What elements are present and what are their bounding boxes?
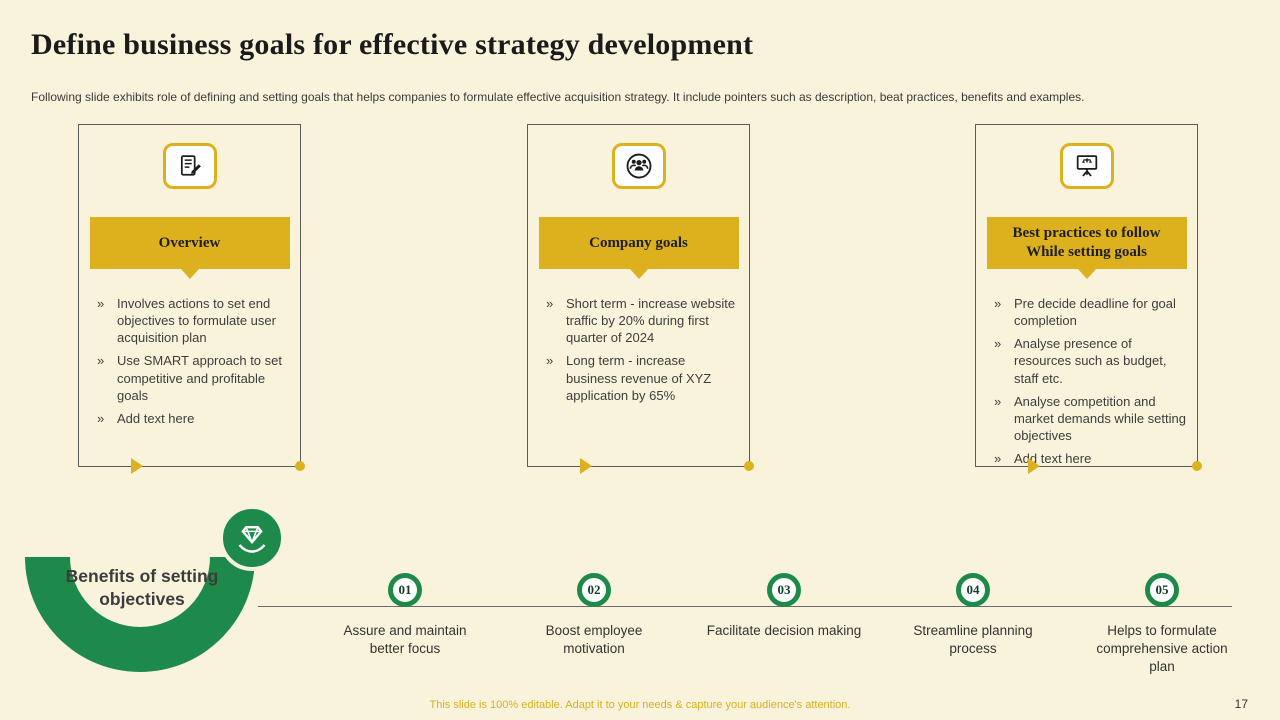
corner-dot [1192,461,1202,471]
milestone-number-badge: 03 [767,573,801,607]
milestone-number-badge: 02 [577,573,611,607]
milestone-number-badge: 05 [1145,573,1179,607]
corner-arrow-icon [131,458,143,474]
bullet-item: Add text here [95,410,290,427]
milestone-number-badge: 01 [388,573,422,607]
bullet-item: Involves actions to set end objectives t… [95,295,290,346]
column-title: Best practices to follow While setting g… [1012,225,1161,260]
timeline-line [258,606,1232,607]
scroll-document-icon [180,155,201,176]
bullet-item: Long term - increase business revenue of… [544,352,739,403]
bullet-item: Analyse presence of resources such as bu… [992,335,1187,386]
milestone-label: Boost employee motivation [545,623,643,657]
milestone-label: Streamline planning process [913,623,1033,657]
bullet-item: Use SMART approach to set competitive an… [95,352,290,403]
corner-arrow-icon [580,458,592,474]
footer-note: This slide is 100% editable. Adapt it to… [429,699,851,711]
benefits-arc [25,557,255,672]
column-card-company-goals: Company goals Short term - increase webs… [527,124,754,474]
column-header: Overview [89,217,290,269]
bullet-list: Involves actions to set end objectives t… [95,295,290,433]
bullet-item: Short term - increase website traffic by… [544,295,739,346]
column-card-best-practices: Best practices to follow While setting g… [975,124,1202,474]
bullet-item: Add text here [992,450,1187,467]
column-header: Best practices to follow While setting g… [986,217,1187,269]
diamond-hands-icon [238,526,266,553]
column-title: Company goals [589,234,688,251]
corner-dot [295,461,305,471]
column-title: Overview [158,234,221,251]
bullet-item: Pre decide deadline for goal completion [992,295,1187,329]
benefits-icon-badge [219,505,285,571]
bullet-list: Pre decide deadline for goal completion … [992,295,1187,473]
column-icon-chip [162,143,217,189]
header-pointer-icon [180,269,199,279]
bullet-list: Short term - increase website traffic by… [544,295,739,410]
corner-arrow-icon [1028,458,1040,474]
bullet-item: Analyse competition and market demands w… [992,393,1187,444]
header-pointer-icon [629,269,648,279]
benefits-heading: Benefits of setting objectives [65,566,219,609]
milestone-number-badge: 04 [956,573,990,607]
column-header: Company goals [538,217,739,269]
presentation-scale-icon [1076,155,1097,177]
column-icon-chip [1059,143,1114,189]
column-icon-chip [611,143,666,189]
corner-dot [744,461,754,471]
milestone-label: Helps to formulate comprehensive action … [1096,623,1228,675]
team-icon [626,153,651,179]
page-number: 17 [1234,697,1248,711]
column-card-overview: Overview Involves actions to set end obj… [78,124,305,474]
milestone-label: Facilitate decision making [706,623,862,638]
milestone-label: Assure and maintain better focus [343,623,467,657]
header-pointer-icon [1077,269,1096,279]
page-title: Define business goals for effective stra… [31,28,754,61]
slide-subtitle: Following slide exhibits role of definin… [31,90,1085,104]
